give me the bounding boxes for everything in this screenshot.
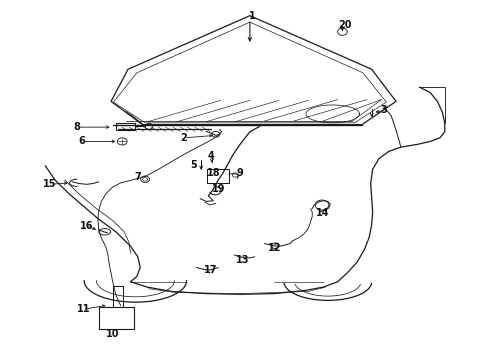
Text: 3: 3 <box>380 105 387 115</box>
Text: 11: 11 <box>76 304 90 314</box>
Text: 6: 6 <box>78 136 85 147</box>
Text: 19: 19 <box>212 184 225 194</box>
Text: 15: 15 <box>43 179 57 189</box>
Text: 4: 4 <box>208 151 214 161</box>
Text: 2: 2 <box>181 133 188 143</box>
Text: 8: 8 <box>74 122 80 132</box>
Text: 18: 18 <box>206 168 220 178</box>
Text: 7: 7 <box>134 172 141 182</box>
Text: 14: 14 <box>316 208 330 218</box>
Text: 13: 13 <box>236 255 249 265</box>
Text: 17: 17 <box>204 265 218 275</box>
Text: 20: 20 <box>338 19 352 30</box>
Text: 5: 5 <box>191 160 197 170</box>
Text: 10: 10 <box>106 329 119 339</box>
Text: 12: 12 <box>268 243 281 253</box>
Text: 9: 9 <box>237 168 244 178</box>
Text: 16: 16 <box>80 221 94 231</box>
Text: 1: 1 <box>249 11 256 21</box>
